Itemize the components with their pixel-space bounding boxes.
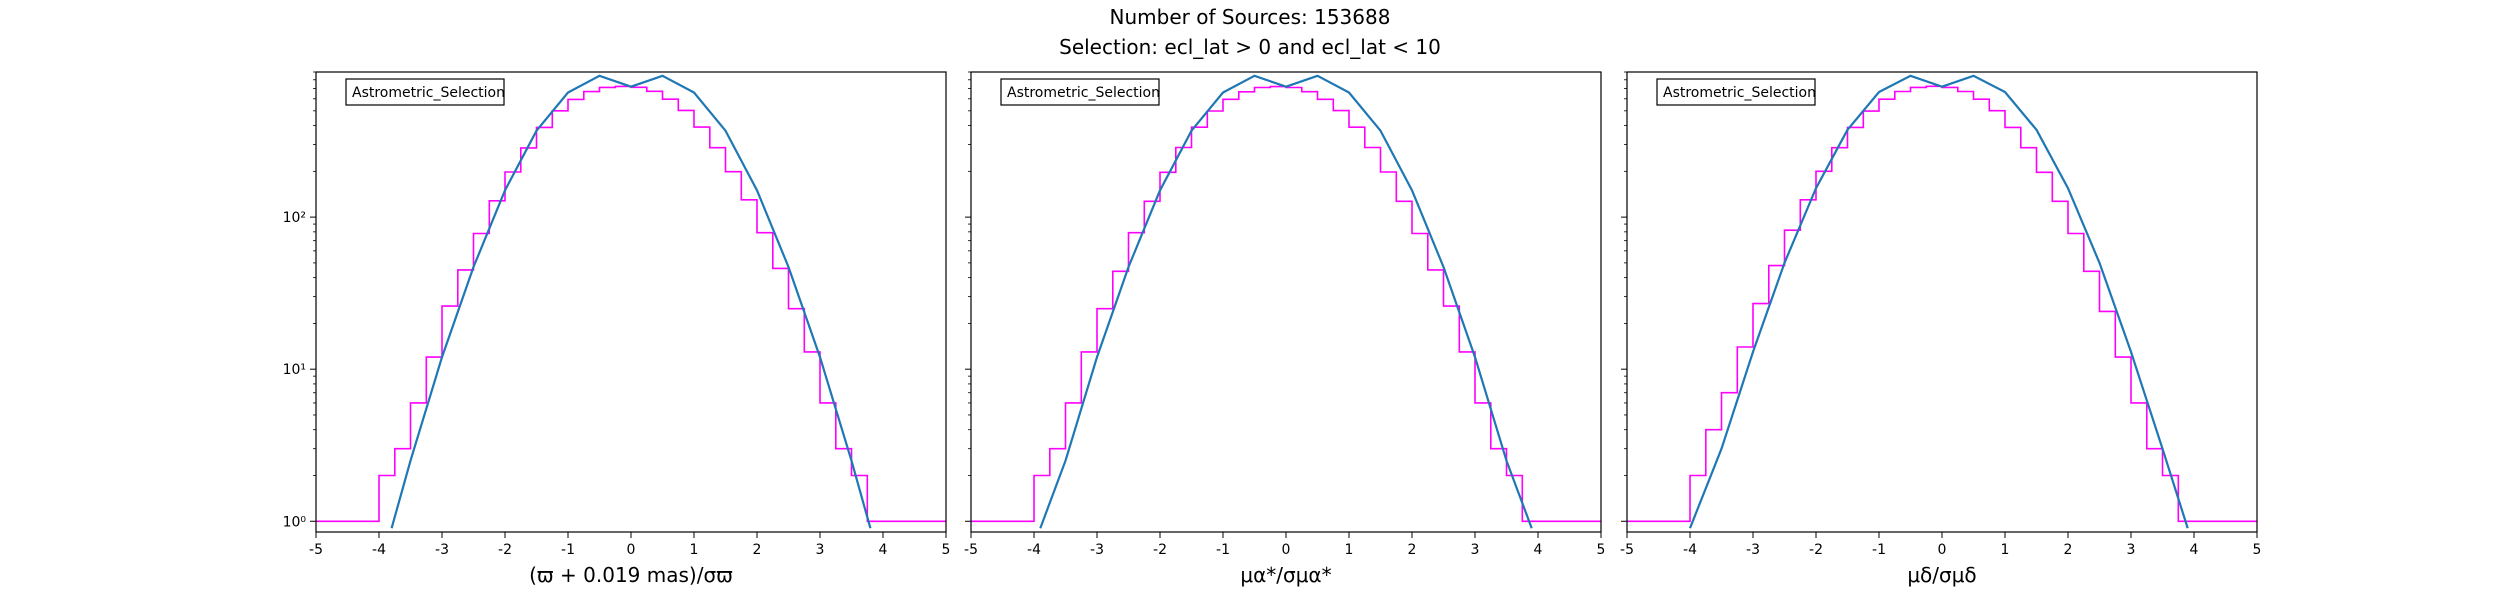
- x-tick-label: 4: [2190, 542, 2199, 558]
- x-axis-label: μδ/σμδ: [1907, 563, 1976, 587]
- x-tick-label: 5: [942, 542, 951, 558]
- x-tick-label: 3: [816, 542, 825, 558]
- fit-series: [1039, 74, 1533, 529]
- annotation-frame: [1000, 78, 1160, 106]
- x-tick-label: 0: [627, 542, 636, 558]
- panels: -5 -4 -3 -2 -1 0 1 2 3 4 5 10⁰ 10¹ 10² Astrometric_Sel…: [283, 71, 2262, 587]
- x-tick-label: 5: [2253, 542, 2262, 558]
- annotation-frame: [345, 78, 505, 106]
- x-tick-label: 5: [1597, 542, 1606, 558]
- x-tick-label: -2: [1809, 542, 1823, 558]
- x-tick-label: 2: [2064, 542, 2073, 558]
- x-tick-label: -4: [1683, 542, 1697, 558]
- x-tick-label: -4: [1027, 542, 1041, 558]
- fit-series: [390, 74, 872, 529]
- x-tick-label: 4: [1534, 542, 1543, 558]
- annotation-box: Astrometric_Selection: [1000, 78, 1160, 106]
- x-tick-label: -3: [1090, 542, 1104, 558]
- y-tick-label: 10⁰: [283, 514, 307, 530]
- x-tick-label: -2: [1153, 542, 1167, 558]
- x-tick-label: 1: [690, 542, 699, 558]
- x-tick-label: -5: [309, 542, 323, 558]
- x-tick-label: 4: [879, 542, 888, 558]
- y-tick-label: 10¹: [283, 362, 306, 378]
- figure-title-line2: Selection: ecl_lat > 0 and ecl_lat < 10: [1059, 35, 1441, 59]
- x-tick-label: 1: [1345, 542, 1354, 558]
- x-tick-label: -5: [1620, 542, 1634, 558]
- x-tick-label: 2: [1408, 542, 1417, 558]
- histogram-series: [1627, 85, 2257, 523]
- x-tick-label: -1: [561, 542, 575, 558]
- x-tick-label: 0: [1938, 542, 1947, 558]
- annotation-text: Astrometric_Selection: [1663, 85, 1816, 101]
- histogram-series: [971, 85, 1601, 523]
- annotation-text: Astrometric_Selection: [352, 85, 505, 101]
- x-axis-label: μα*/σμα*: [1240, 563, 1331, 587]
- x-tick-label: 3: [1471, 542, 1480, 558]
- chart-panel-2: -5 -4 -3 -2 -1 0 1 2 3 4 5 Astrometric_Selection μα*…: [964, 71, 1606, 587]
- x-axis-label: (ϖ + 0.019 mas)/σϖ: [529, 563, 733, 587]
- histogram-series: [316, 85, 946, 523]
- x-tick-label: 1: [2001, 542, 2010, 558]
- y-tick-label: 10²: [283, 210, 306, 226]
- x-tick-label: 3: [2127, 542, 2136, 558]
- x-tick-label: -3: [1746, 542, 1760, 558]
- chart-panel-1: -5 -4 -3 -2 -1 0 1 2 3 4 5 10⁰ 10¹ 10² Astrometric_Sel…: [283, 71, 951, 587]
- x-tick-label: -1: [1872, 542, 1886, 558]
- x-tick-label: 2: [753, 542, 762, 558]
- annotation-box: Astrometric_Selection: [1656, 78, 1816, 106]
- x-tick-label: -5: [964, 542, 978, 558]
- x-tick-label: 0: [1282, 542, 1291, 558]
- x-tick-label: -1: [1216, 542, 1230, 558]
- x-tick-label: -3: [435, 542, 449, 558]
- annotation-text: Astrometric_Selection: [1007, 85, 1160, 101]
- chart-panel-3: -5 -4 -3 -2 -1 0 1 2 3 4 5 Astrometric_Selection μδ/…: [1620, 71, 2262, 587]
- figure-title-line1: Number of Sources: 153688: [1110, 5, 1391, 29]
- x-tick-label: -2: [498, 542, 512, 558]
- annotation-box: Astrometric_Selection: [345, 78, 505, 106]
- annotation-frame: [1656, 78, 1816, 106]
- fit-series: [1688, 74, 2189, 529]
- x-tick-label: -4: [372, 542, 386, 558]
